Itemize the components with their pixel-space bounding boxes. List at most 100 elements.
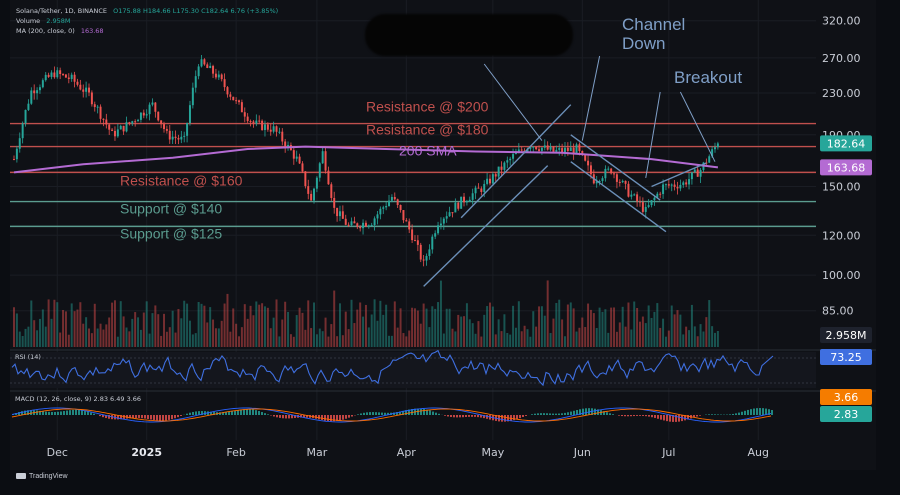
- candle-body: [546, 145, 549, 150]
- macd-histogram-bar: [318, 415, 320, 420]
- volume-bar: [38, 318, 41, 347]
- macd-histogram-bar: [225, 411, 227, 415]
- time-axis-label: Dec: [47, 446, 68, 459]
- macd-histogram-bar: [186, 413, 188, 415]
- volume-label: Volume: [16, 17, 41, 25]
- candle-body: [679, 184, 682, 189]
- pattern-trendline: [460, 104, 572, 219]
- macd-value-badge-bg: [820, 406, 872, 422]
- candle-body: [578, 144, 581, 152]
- pattern-trendline: [423, 165, 549, 287]
- macd-histogram-bar: [636, 415, 638, 416]
- candle-body: [76, 81, 79, 85]
- candle-body: [139, 112, 142, 120]
- macd-histogram-bar: [612, 414, 614, 415]
- pattern-trendline: [570, 161, 667, 233]
- candle-body: [535, 146, 538, 150]
- macd-histogram-bar: [117, 415, 119, 420]
- volume-bar: [223, 303, 226, 347]
- candle-body: [180, 136, 183, 140]
- volume-bar: [344, 311, 347, 347]
- macd-histogram-bar: [327, 415, 329, 421]
- candle-body: [24, 109, 27, 124]
- candle-body: [693, 169, 696, 173]
- candle-body: [581, 151, 584, 155]
- volume-bar: [203, 305, 206, 347]
- macd-histogram-bar: [234, 410, 236, 415]
- volume-bar: [445, 308, 448, 347]
- candle-body: [393, 196, 396, 200]
- candle-body: [676, 186, 679, 189]
- macd-histogram-bar: [120, 415, 122, 420]
- candle-body: [168, 130, 171, 140]
- candle-body: [512, 154, 515, 159]
- candle-body: [673, 184, 676, 187]
- macd-histogram-bar: [435, 412, 437, 415]
- brand-label: TradingView: [29, 473, 68, 480]
- volume-bar: [30, 300, 33, 347]
- candle-body: [402, 210, 405, 221]
- candle-body: [659, 193, 662, 195]
- candle-body: [627, 183, 630, 197]
- chart-svg[interactable]: Dec 2025 Feb Mar Apr May Jun Jul Aug 85.00 100.00 1…: [10, 0, 876, 470]
- macd-histogram-bar: [426, 409, 428, 415]
- volume-bar: [702, 331, 705, 347]
- candle-body: [321, 151, 324, 164]
- macd-histogram-bar: [564, 412, 566, 415]
- volume-bar: [148, 333, 151, 347]
- candle-body: [301, 163, 304, 172]
- candle-body: [566, 147, 569, 151]
- candle-body: [500, 166, 503, 170]
- volume-bar: [350, 299, 353, 347]
- macd-histogram-bar: [156, 415, 158, 421]
- macd-histogram-bar: [753, 408, 755, 415]
- volume-bar: [529, 336, 532, 347]
- time-axis-label: Feb: [226, 446, 245, 459]
- price-tick-label: 120.00: [822, 229, 861, 242]
- macd-histogram-bar: [423, 409, 425, 415]
- candle-body: [514, 152, 517, 155]
- candle-body: [653, 197, 656, 201]
- candle-body: [370, 225, 373, 227]
- rsi-line: [11, 349, 774, 387]
- macd-histogram-bar: [60, 411, 62, 415]
- candle-body: [137, 119, 140, 122]
- price-tick-label: 230.00: [822, 87, 861, 100]
- candle-body: [463, 196, 466, 203]
- pattern-trendline: [651, 162, 707, 188]
- candle-body: [486, 178, 489, 184]
- macd-histogram-bar: [177, 415, 179, 418]
- macd-histogram-bar: [633, 415, 635, 417]
- rsi-label: RSI (14): [15, 353, 41, 361]
- macd-histogram-bar: [567, 412, 569, 415]
- candle-body: [324, 151, 327, 171]
- macd-histogram-bar: [360, 413, 362, 415]
- candle-body: [238, 100, 241, 103]
- macd-histogram-bar: [75, 409, 77, 415]
- candle-body: [699, 169, 702, 177]
- level-label: Support @ $140: [120, 201, 222, 217]
- volume-bar: [425, 308, 428, 347]
- tradingview-logo[interactable]: TradingView: [16, 473, 68, 480]
- candle-body: [318, 163, 321, 178]
- macd-histogram-bar: [258, 410, 260, 415]
- chart-panel[interactable]: Dec 2025 Feb Mar Apr May Jun Jul Aug 85.00 100.00 1…: [10, 0, 876, 470]
- channel-down-label-2: Down: [622, 34, 665, 53]
- macd-histogram-bar: [345, 415, 347, 419]
- volume-bar: [581, 317, 584, 347]
- volume-bar: [292, 336, 295, 347]
- macd-histogram-bar: [525, 415, 527, 416]
- macd-histogram-bar: [159, 415, 161, 421]
- volume-bar: [226, 293, 229, 347]
- volume-bar: [180, 318, 183, 347]
- symbol-title[interactable]: Solana/Tether, 1D, BINANCE: [16, 7, 107, 15]
- volume-bar: [428, 327, 431, 347]
- macd-histogram-bar: [138, 415, 140, 418]
- macd-histogram-bar: [174, 415, 176, 419]
- volume-bar: [272, 317, 275, 347]
- macd-histogram-bar: [540, 413, 542, 415]
- macd-histogram-bar: [570, 411, 572, 415]
- candle-body: [621, 180, 624, 183]
- candle-body: [399, 204, 402, 211]
- volume-bar: [604, 309, 607, 347]
